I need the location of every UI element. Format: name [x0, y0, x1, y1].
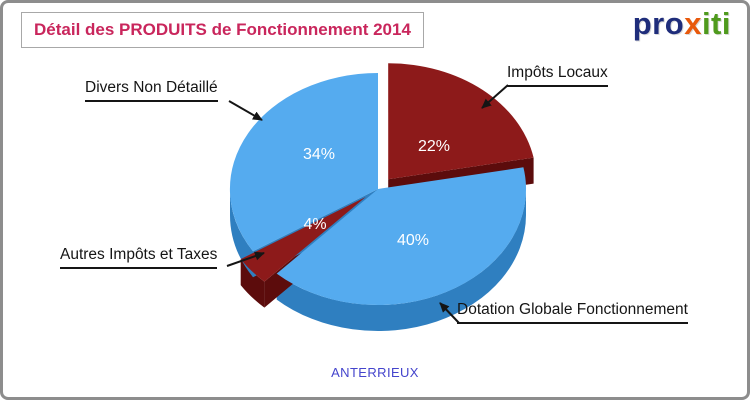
pie-slice	[229, 72, 378, 252]
logo-part-x: x	[684, 6, 702, 41]
proxiti-logo: proxiti	[633, 6, 731, 42]
pie-slice-wall	[276, 189, 526, 332]
slice-percent-label: 4%	[303, 216, 326, 233]
slice-label-impots-locaux: Impôts Locaux	[507, 64, 608, 87]
leader-line	[228, 100, 263, 121]
pie-chart: 22% 40% 4% 34%	[226, 63, 534, 332]
logo-part-iti: iti	[701, 6, 731, 41]
pie-slice-wall	[229, 189, 253, 278]
page-title: Détail des PRODUITS de Fonctionnement 20…	[34, 20, 411, 39]
leader-line	[481, 84, 509, 109]
slice-percent-label: 34%	[303, 146, 335, 163]
chart-title-box: Détail des PRODUITS de Fonctionnement 20…	[21, 12, 424, 48]
pie-slice-wall	[240, 259, 265, 308]
slice-percent-label: 40%	[397, 232, 429, 249]
slice-label-divers-non-detaille: Divers Non Détaillé	[85, 79, 218, 102]
pie-slice	[276, 167, 527, 306]
leader-line	[226, 251, 265, 267]
pie-slice	[388, 63, 534, 180]
slice-label-autres-impots-et-taxes: Autres Impôts et Taxes	[60, 246, 218, 269]
slice-label-dotation-globale-fonctionnement: Dotation Globale Fonctionnement	[457, 301, 688, 324]
leader-line	[439, 302, 460, 324]
commune-name: ANTERRIEUX	[331, 365, 419, 380]
logo-part-pro: pro	[632, 6, 685, 41]
slice-percent-label: 22%	[418, 138, 450, 155]
pie-slice	[240, 197, 366, 282]
